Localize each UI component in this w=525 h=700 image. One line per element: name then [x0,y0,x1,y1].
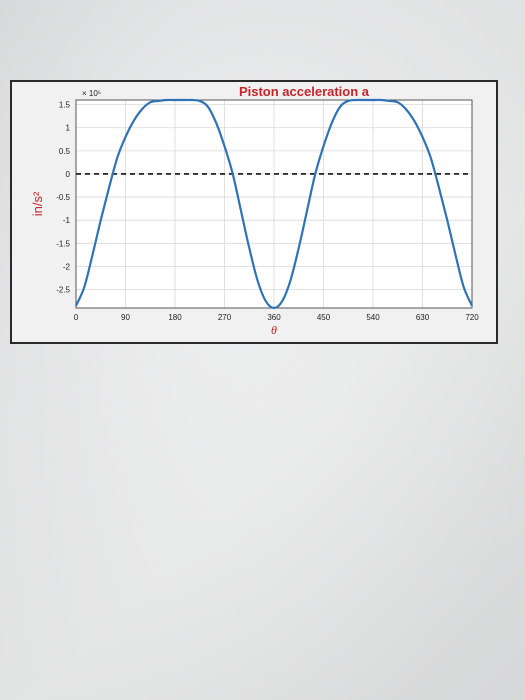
chart-frame: 1.5 1 0.5 0 -0.5 -1 -1.5 -2 -2.5 0 90 180 270 360 450… [10,80,498,344]
y-tick-label: -0.5 [56,193,70,202]
y-tick-label: 1.5 [59,101,71,110]
y-axis-label: in/s² [30,191,45,216]
x-tick-labels: 0 90 180 270 360 450 540 630 720 [74,313,479,322]
y-tick-label: -1.5 [56,239,70,248]
y-tick-labels: 1.5 1 0.5 0 -0.5 -1 -1.5 -2 -2.5 [56,101,70,295]
x-tick-label: 360 [267,313,281,322]
y-tick-label: 0 [66,170,71,179]
x-tick-label: 630 [416,313,430,322]
y-tick-label: -2 [63,262,71,271]
x-axis-label: θ [271,323,277,337]
x-tick-label: 0 [74,313,79,322]
y-tick-label: -1 [63,216,71,225]
y-tick-label: -2.5 [56,286,70,295]
y-tick-label: 0.5 [59,147,71,156]
grid [75,100,473,308]
acceleration-series-line [74,98,474,310]
x-tick-label: 450 [317,313,331,322]
y-multiplier: × 10⁵ [82,89,101,98]
x-tick-label: 180 [168,313,182,322]
x-tick-label: 90 [121,313,130,322]
chart-title: Piston acceleration a [239,84,370,99]
y-tick-label: 1 [66,124,71,133]
x-tick-label: 720 [465,313,479,322]
acceleration-chart: 1.5 1 0.5 0 -0.5 -1 -1.5 -2 -2.5 0 90 180 270 360 450… [30,84,479,337]
x-tick-label: 270 [218,313,232,322]
x-tick-label: 540 [366,313,380,322]
series-layer [74,98,474,310]
